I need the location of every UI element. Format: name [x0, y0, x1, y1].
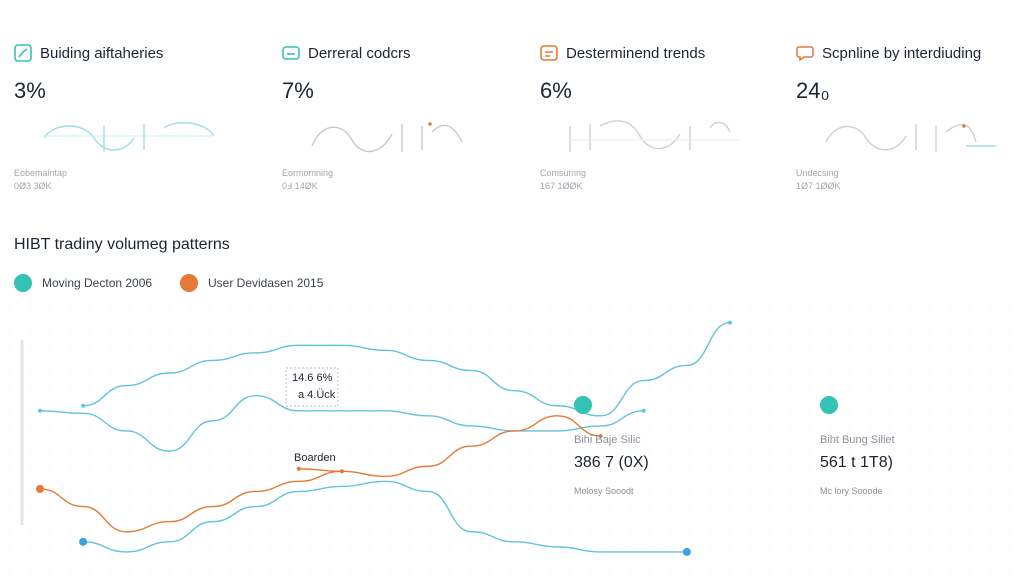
kpi-sparkline — [569, 120, 740, 152]
kpi-title: Buiding aiftaheries — [40, 44, 164, 62]
kpi-sub2: 0Ⅎ 14ØK — [282, 181, 318, 191]
stat-value: 386 7 (0X) — [574, 454, 649, 471]
series-point-2-0 — [296, 466, 301, 471]
legend-swatch — [180, 274, 198, 292]
kpi-sparkline — [43, 122, 214, 152]
kpi-value: 7% — [282, 78, 314, 103]
chart-tooltip-line2: a 4.Ück — [298, 389, 336, 401]
teal-dot-icon — [820, 396, 838, 414]
kpi-value: 6% — [540, 78, 572, 103]
kpi-sub2: 1Ø7 1ØØK — [796, 181, 841, 191]
legend-item-1[interactable]: User Devidasen 2015 — [180, 274, 323, 292]
stat-card-1: Biht Bung Siliet 561 t 1T8) Mc lory Sooo… — [820, 396, 980, 496]
stat-sub: Molosy Sooodt — [574, 486, 634, 496]
stat-label: Bihi Baje Silic — [574, 434, 641, 446]
series-marker-2 — [682, 547, 691, 556]
legend-item-0[interactable]: Moving Decton 2006 — [14, 274, 152, 292]
kpi-sparkline — [311, 122, 463, 152]
kpi-sub: Comsumng — [540, 168, 587, 178]
kpi-value: 24₀ — [796, 78, 830, 103]
series-marker-1 — [79, 537, 88, 546]
kpi-sub: Eobemaintap — [14, 168, 68, 178]
series-line-4 — [83, 480, 687, 553]
series-point-1-0 — [38, 408, 42, 413]
series-line-1 — [39, 394, 644, 452]
legend-swatch — [14, 274, 32, 292]
stat-value: 561 t 1T8) — [820, 454, 893, 471]
kpi-card-2: Desterminend trends 6% Comsumng 167 1ØØK — [540, 40, 770, 200]
chart-grid — [9, 309, 1011, 571]
series-marker-0 — [36, 484, 44, 493]
series-point-1-1 — [641, 408, 646, 413]
tooltip-box — [285, 367, 339, 407]
calendar-icon — [540, 45, 558, 61]
kpi-value: 3% — [14, 78, 46, 103]
series-point-3-1 — [339, 469, 344, 474]
bar-chart-icon — [14, 44, 32, 62]
kpi-title: Desterminend trends — [566, 44, 706, 62]
series-line-3 — [39, 470, 342, 533]
chart-title: HIBT tradiny volumeg patterns — [14, 236, 230, 253]
kpi-card-0: Buiding aiftaheries 3% Eobemaintap 0Ø3 3… — [14, 40, 244, 200]
kpi-card-1: Derreral codcrs 7% Eormomning 0Ⅎ 14ØK — [282, 40, 512, 200]
legend-label: User Devidasen 2015 — [208, 276, 324, 290]
series-point-2-1 — [598, 434, 603, 438]
kpi-title: Derreral codcrs — [308, 44, 411, 62]
chart-tooltip-line1: 14.6 6% — [292, 372, 333, 384]
kpi-sub2: 167 1ØØK — [540, 181, 583, 191]
series-point-0-0 — [81, 403, 86, 408]
kpi-sub2: 0Ø3 3ØK — [14, 181, 52, 191]
chart-annotation: Boarden — [294, 452, 336, 464]
tv-icon — [282, 46, 300, 60]
chat-icon — [796, 46, 814, 62]
kpi-sub: Eormomning — [282, 168, 334, 178]
series-line-2 — [298, 415, 601, 478]
series-point-0-1 — [728, 320, 732, 325]
stat-label: Biht Bung Siliet — [820, 434, 895, 446]
kpi-sparkline — [825, 123, 996, 152]
legend-label: Moving Decton 2006 — [42, 276, 153, 290]
kpi-sub: Undecsing — [796, 168, 839, 178]
kpi-card-3: Scpnline by interdiuding 24₀ Undecsing 1… — [796, 40, 1024, 200]
kpi-title: Scpnline by interdiuding — [822, 44, 982, 62]
stat-sub: Mc lory Sooode — [820, 486, 883, 496]
teal-dot-icon — [574, 396, 592, 414]
series-line-0 — [83, 321, 731, 417]
main-line-chart[interactable] — [0, 300, 1024, 576]
stat-card-0: Bihi Baje Silic 386 7 (0X) Molosy Sooodt — [574, 396, 734, 496]
